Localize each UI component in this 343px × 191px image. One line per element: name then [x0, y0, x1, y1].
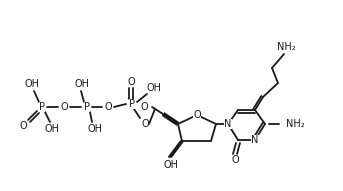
- Text: O: O: [193, 110, 201, 120]
- Text: OH: OH: [146, 83, 162, 93]
- Text: N: N: [224, 119, 232, 129]
- Text: P: P: [84, 102, 90, 112]
- Text: O: O: [127, 77, 135, 87]
- Text: O: O: [140, 102, 148, 112]
- Text: P: P: [39, 102, 45, 112]
- Text: OH: OH: [87, 124, 103, 134]
- Text: O: O: [231, 155, 239, 165]
- Polygon shape: [168, 141, 184, 157]
- Text: OH: OH: [164, 160, 178, 170]
- Text: N: N: [251, 135, 259, 145]
- Text: OH: OH: [74, 79, 90, 89]
- Text: OH: OH: [24, 79, 39, 89]
- Text: O: O: [60, 102, 68, 112]
- Text: OH: OH: [45, 124, 59, 134]
- Text: NH₂: NH₂: [286, 119, 305, 129]
- Text: NH₂: NH₂: [277, 42, 295, 52]
- Text: O: O: [19, 121, 27, 131]
- Text: P: P: [129, 99, 135, 109]
- Text: O: O: [104, 102, 112, 112]
- Text: O: O: [141, 119, 149, 129]
